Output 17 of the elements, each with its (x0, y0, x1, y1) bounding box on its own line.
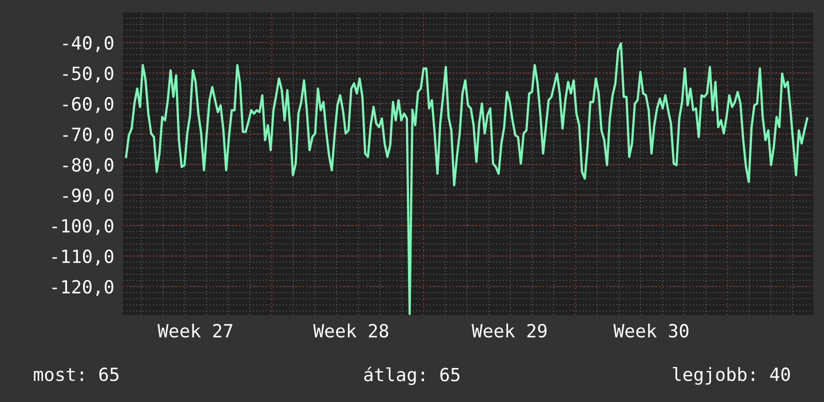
x-tick-label: Week 29 (472, 324, 547, 338)
x-tick-label: Week 27 (158, 324, 232, 338)
y-tick-label: -40,0 (63, 36, 114, 52)
y-tick-label: -100,0 (52, 219, 114, 235)
y-tick-label: -110,0 (52, 250, 114, 266)
y-tick-label: -70,0 (63, 128, 114, 144)
y-tick-label: -60,0 (63, 97, 114, 113)
y-tick-label: -120,0 (52, 280, 114, 296)
text: átlag: 65 (364, 366, 460, 386)
line-series (125, 42, 808, 316)
text: legjobb: 40 (672, 367, 790, 385)
y-tick-label: -90,0 (63, 188, 114, 204)
x-tick-label: Week 28 (313, 324, 388, 338)
y-tick-label: -50,0 (63, 66, 114, 82)
y-tick-label: -80,0 (63, 158, 114, 174)
text: most: 65 (34, 368, 118, 382)
x-tick-label: Week 30 (613, 324, 688, 338)
